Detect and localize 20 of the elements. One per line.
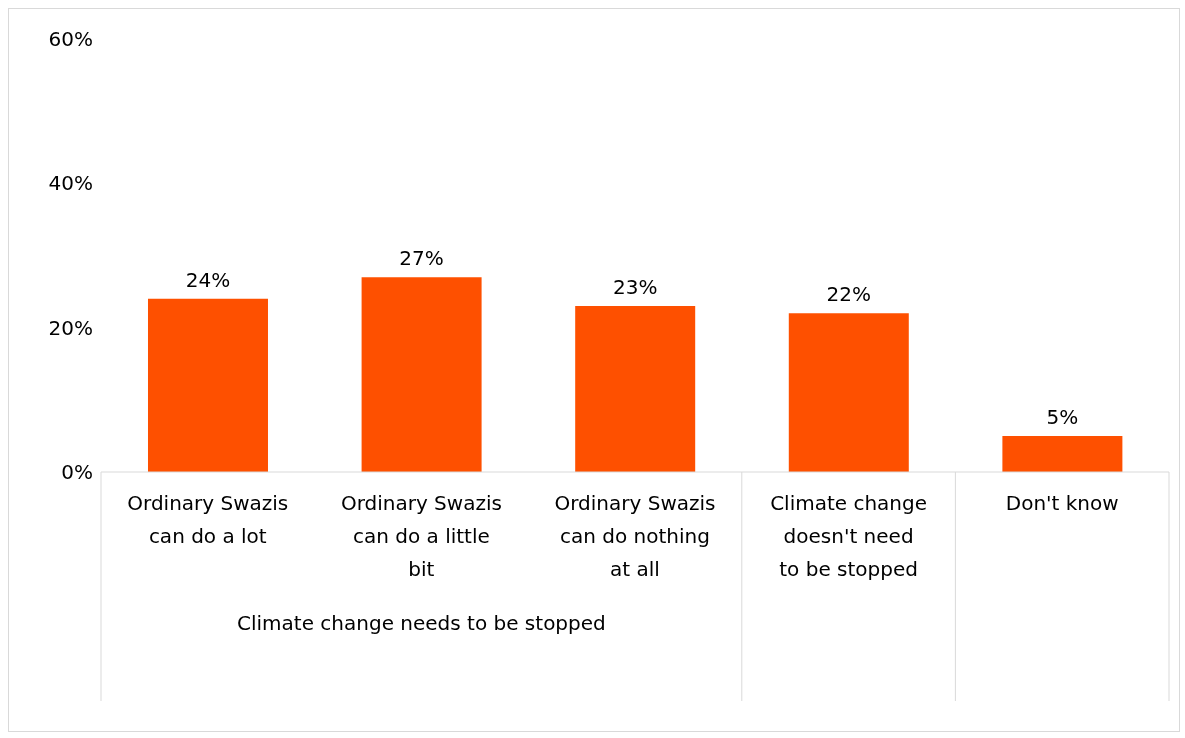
y-tick-label: 40% xyxy=(48,171,93,196)
x-tick-label: Don't know xyxy=(1005,491,1119,515)
bar xyxy=(1002,435,1123,472)
y-tick-label: 60% xyxy=(48,27,93,52)
x-tick-label: Ordinary Swazis can do a lot xyxy=(127,491,289,548)
bar xyxy=(788,313,909,472)
data-label: 23% xyxy=(612,275,658,300)
data-label: 24% xyxy=(185,267,231,292)
bar xyxy=(147,298,268,472)
data-label: 5% xyxy=(1046,404,1079,429)
y-tick-label: 20% xyxy=(48,315,93,340)
bar xyxy=(361,277,482,472)
data-label: 27% xyxy=(399,246,444,271)
data-label: 22% xyxy=(826,282,872,307)
bar xyxy=(575,306,696,472)
text: Climate change needs to be stopped xyxy=(237,611,606,635)
y-tick-label: 0% xyxy=(61,460,93,485)
x-tick-label: Ordinary Swazis can do nothing at all xyxy=(554,491,716,581)
x-tick-label: Climate change doesn't need to be stopped xyxy=(770,491,928,581)
x-tick-label: Ordinary Swazis can do a little bit xyxy=(340,491,502,581)
